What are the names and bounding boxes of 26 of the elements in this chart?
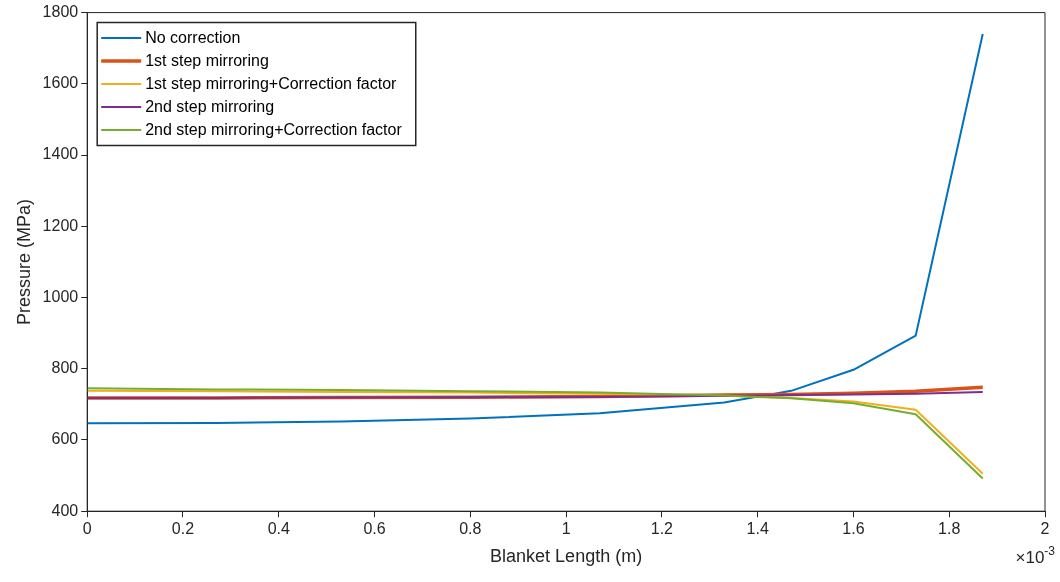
y-tick-label: 600 — [51, 430, 79, 448]
y-tick-label: 1200 — [42, 216, 79, 234]
x-tick-label: 1.4 — [746, 520, 769, 538]
legend-label: 1st step mirroring+Correction factor — [145, 74, 398, 92]
x-tick-label: 1.2 — [650, 520, 674, 538]
x-axis-title: Blanket Length (m) — [490, 546, 643, 567]
x-tick-label: 2 — [1040, 520, 1050, 538]
x-tick-label: 0.4 — [267, 520, 290, 538]
x-tick-label: 0.2 — [171, 520, 195, 538]
y-tick-label: 1400 — [42, 145, 79, 163]
y-tick-label: 400 — [51, 501, 79, 519]
legend-label: 1st step mirroring — [145, 51, 269, 69]
y-tick-label: 1800 — [42, 3, 79, 21]
legend-label: 2nd step mirroring — [145, 97, 275, 115]
x-tick-label: 0.6 — [363, 520, 386, 538]
legend-label: No correction — [145, 28, 241, 46]
y-tick-label: 1000 — [42, 287, 79, 305]
x-tick-label: 1 — [561, 520, 571, 538]
x-tick-label: 0 — [82, 520, 92, 538]
y-tick-label: 1600 — [42, 74, 79, 92]
y-tick-label: 800 — [51, 359, 79, 377]
x-tick-label: 1.6 — [842, 520, 865, 538]
y-axis-title: Pressure (MPa) — [13, 198, 34, 325]
legend-label: 2nd step mirroring+Correction factor — [145, 120, 403, 138]
x-tick-label: 1.8 — [938, 520, 961, 538]
x-tick-label: 0.8 — [459, 520, 482, 538]
